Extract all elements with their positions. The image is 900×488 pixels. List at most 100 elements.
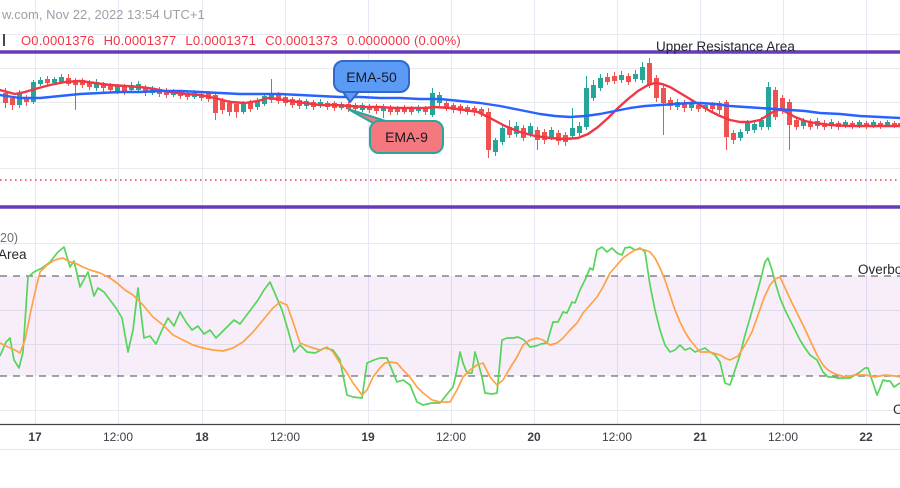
candle-body	[234, 104, 239, 112]
candle-body	[423, 108, 428, 112]
candle-body	[500, 128, 505, 142]
candle-body	[535, 130, 540, 140]
candle-body	[759, 120, 764, 127]
time-axis-label: 20	[527, 430, 541, 444]
candle-body	[752, 124, 757, 130]
candle-body	[388, 107, 393, 112]
candle-body	[598, 78, 603, 88]
candle-body	[780, 98, 785, 110]
time-axis-label: 12:00	[767, 430, 799, 444]
candle-body	[857, 122, 862, 126]
candle-body	[94, 82, 99, 88]
candle-body	[241, 104, 246, 112]
candle-body	[696, 105, 701, 109]
candle-body	[486, 112, 491, 150]
candle-body	[605, 77, 610, 82]
candle-body	[374, 106, 379, 111]
time-axis-label: 12:00	[435, 430, 467, 444]
candle-body	[409, 108, 414, 112]
candle-body	[108, 85, 113, 90]
candle-body	[717, 103, 722, 110]
candle-body	[24, 97, 29, 102]
candle-body	[738, 132, 743, 138]
candle-body	[689, 104, 694, 108]
ema9-callout[interactable]: EMA-9	[369, 120, 444, 154]
ohlc-legend: O0.0001376 H0.0001377 L0.0001371 C0.0001373…	[21, 33, 470, 48]
ohlc-open: O0.0001376	[21, 33, 95, 48]
candle-body	[38, 80, 43, 84]
candle-body	[59, 77, 64, 82]
candle-body	[248, 103, 253, 109]
ema-50-line	[0, 89, 900, 120]
candle-body	[661, 88, 666, 103]
time-axis-label: 19	[361, 430, 375, 444]
candle-body	[52, 79, 57, 83]
candle-body	[402, 107, 407, 112]
candle-body	[213, 95, 218, 113]
candle-body	[773, 90, 778, 117]
candle-body	[871, 122, 876, 125]
candle-body	[898, 123, 900, 126]
candle-body	[612, 76, 617, 81]
area-label-fragment: Area	[0, 247, 27, 262]
oscillator-series-line	[0, 248, 900, 403]
ohlc-change: 0.0000000 (0.00%)	[346, 33, 461, 48]
candle-body	[430, 93, 435, 115]
candle-body	[556, 133, 561, 141]
candle-body	[444, 103, 449, 108]
candle-body	[766, 87, 771, 127]
candle-body	[3, 93, 8, 103]
watermark-text: w.com, Nov 22, 2022 13:54 UTC+1	[2, 7, 205, 22]
time-axis-label: 21	[693, 430, 707, 444]
overbought-label: Overbought	[858, 262, 900, 277]
candle-body	[640, 67, 645, 80]
candle-body	[395, 108, 400, 112]
candle-body	[570, 128, 575, 136]
time-axis-label: 22	[859, 430, 873, 444]
candle-body	[549, 130, 554, 137]
candle-body	[843, 122, 848, 126]
candle-body	[542, 132, 547, 140]
candle-body	[381, 107, 386, 111]
ema50-callout[interactable]: EMA-50	[333, 60, 410, 93]
candle-body	[885, 122, 890, 125]
candle-body	[493, 140, 498, 152]
time-axis-label: 17	[28, 430, 42, 444]
ohlc-high: H0.0001377	[103, 33, 177, 48]
time-axis-label: 12:00	[102, 430, 134, 444]
candle-body	[654, 78, 659, 98]
candle-body	[633, 74, 638, 79]
candle-body	[682, 103, 687, 108]
indicator-params-fragment: 20)	[0, 231, 19, 245]
candle-body	[45, 79, 50, 83]
candle-body	[507, 127, 512, 135]
candle-body	[878, 123, 883, 126]
candle-body	[794, 120, 799, 127]
candle-body	[647, 63, 652, 85]
time-axis-label: 18	[195, 430, 209, 444]
candle-body	[668, 100, 673, 106]
candle-body	[808, 122, 813, 127]
candle-body	[584, 88, 589, 127]
candle-body	[892, 123, 897, 126]
candle-body	[731, 133, 736, 140]
candle-body	[710, 104, 715, 109]
clipped-text-fragment	[3, 34, 5, 46]
candle-body	[255, 101, 260, 107]
ema-9-line	[0, 79, 900, 141]
ohlc-close: C0.0001373	[265, 33, 338, 48]
candle-body	[528, 126, 533, 134]
candle-body	[472, 108, 477, 112]
oscillator-series-line	[0, 246, 900, 406]
candle-body	[220, 100, 225, 110]
candle-body	[479, 109, 484, 113]
candle-body	[227, 103, 232, 112]
ema9-callout-label: EMA-9	[385, 129, 428, 145]
time-axis-label: 12:00	[269, 430, 301, 444]
oversold-label: Oversold	[893, 402, 900, 417]
candle-body	[801, 121, 806, 126]
candle-body	[577, 126, 582, 133]
candle-body	[31, 82, 36, 102]
